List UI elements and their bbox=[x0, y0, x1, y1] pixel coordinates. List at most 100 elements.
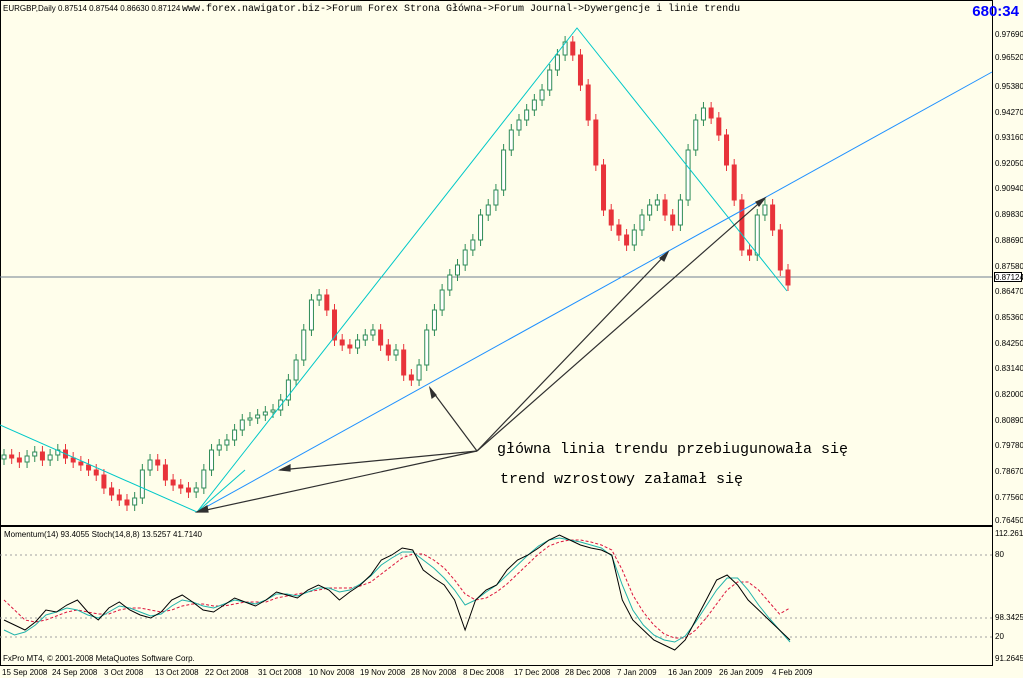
candle-body bbox=[647, 204, 653, 216]
annotation-line1: główna linia trendu przebiugunowała się bbox=[497, 441, 849, 458]
symbol-info: EURGBP,Daily 0.87514 0.87544 0.86630 0.8… bbox=[3, 4, 181, 13]
price-tick: 0.94270 bbox=[995, 108, 1023, 117]
candle-body bbox=[124, 499, 130, 506]
candle-body bbox=[70, 457, 76, 463]
candle-body bbox=[601, 164, 607, 211]
candle-body bbox=[577, 54, 583, 86]
candle-body bbox=[424, 329, 430, 366]
annotation-arrows bbox=[194, 196, 767, 513]
candle-body bbox=[631, 229, 637, 246]
candle-body bbox=[739, 199, 745, 251]
channel-line-left-lower bbox=[196, 469, 246, 513]
candle-body bbox=[285, 379, 291, 401]
candle-body bbox=[378, 329, 384, 346]
candle-body bbox=[316, 294, 322, 301]
candle-body bbox=[32, 451, 38, 457]
candle-body bbox=[24, 455, 30, 463]
candle-body bbox=[493, 189, 499, 206]
candle-body bbox=[170, 479, 176, 486]
date-tick: 8 Dec 2008 bbox=[463, 668, 504, 677]
date-tick: 22 Oct 2008 bbox=[205, 668, 249, 677]
price-tick: 0.78670 bbox=[995, 467, 1023, 476]
candle-body bbox=[86, 464, 92, 471]
date-tick: 13 Oct 2008 bbox=[155, 668, 199, 677]
candle-body bbox=[209, 449, 215, 471]
candle-body bbox=[547, 69, 553, 91]
candle-body bbox=[408, 374, 414, 381]
candle-body bbox=[232, 429, 238, 441]
candle-body bbox=[16, 457, 22, 463]
price-tick: 0.97690 bbox=[995, 30, 1023, 39]
price-tick: 0.82000 bbox=[995, 390, 1023, 399]
candle-body bbox=[708, 107, 714, 119]
candle-body bbox=[147, 459, 153, 471]
candle-body bbox=[616, 224, 622, 236]
candle-body bbox=[347, 344, 353, 349]
price-tick: 0.86470 bbox=[995, 287, 1023, 296]
date-tick: 26 Jan 2009 bbox=[719, 668, 764, 677]
date-tick: 28 Dec 2008 bbox=[565, 668, 611, 677]
price-tick: 0.83140 bbox=[995, 364, 1023, 373]
indicator-tick: 98.3425 bbox=[995, 613, 1023, 622]
candle-body bbox=[462, 249, 468, 266]
candle-body bbox=[731, 164, 737, 201]
candle-body bbox=[201, 469, 207, 489]
candle-body bbox=[1, 454, 7, 460]
candle-body bbox=[770, 204, 776, 231]
candle-body bbox=[362, 334, 368, 341]
candle-body bbox=[308, 299, 314, 331]
candle-body bbox=[193, 487, 199, 493]
candle-body bbox=[9, 454, 15, 459]
candle-body bbox=[639, 214, 645, 231]
candle-body bbox=[685, 149, 691, 201]
candle-body bbox=[324, 294, 330, 311]
candle-body bbox=[101, 474, 107, 489]
main-trend-line bbox=[196, 71, 993, 513]
candle-body bbox=[670, 214, 676, 226]
candle-body bbox=[508, 129, 514, 151]
price-tick: 0.90940 bbox=[995, 184, 1023, 193]
candle-body bbox=[454, 264, 460, 276]
date-tick: 16 Jan 2009 bbox=[668, 668, 713, 677]
candle-body bbox=[501, 149, 507, 191]
price-tick: 0.76450 bbox=[995, 516, 1023, 525]
candle-body bbox=[662, 199, 668, 216]
annotation-line2: trend wzrostowy załamał się bbox=[500, 471, 744, 488]
candle-body bbox=[78, 461, 84, 466]
candle-body bbox=[185, 487, 191, 493]
date-tick: 3 Oct 2008 bbox=[104, 668, 144, 677]
candle-body bbox=[393, 349, 399, 356]
stoch-signal-line bbox=[3, 539, 791, 639]
current-price-tag: 0.87124 bbox=[994, 272, 1023, 282]
candle-body bbox=[470, 239, 476, 251]
price-tick: 0.85360 bbox=[995, 313, 1023, 322]
candle-body bbox=[139, 469, 145, 499]
indicator-info: Momentum(14) 93.4055 Stoch(14,8,8) 13.52… bbox=[4, 530, 202, 539]
candle-body bbox=[385, 344, 391, 356]
candle-body bbox=[762, 204, 768, 216]
candle-body bbox=[785, 269, 791, 286]
candle-body bbox=[270, 409, 276, 413]
candle-body bbox=[224, 439, 230, 446]
candle-body bbox=[654, 199, 660, 206]
candle-body bbox=[570, 41, 576, 56]
candle-body bbox=[777, 229, 783, 271]
candle-body bbox=[516, 119, 522, 131]
candle-body bbox=[178, 484, 184, 489]
candlestick-series bbox=[1, 36, 791, 511]
date-tick: 31 Oct 2008 bbox=[258, 668, 302, 677]
candle-body bbox=[39, 451, 45, 461]
date-tick: 28 Nov 2008 bbox=[411, 668, 457, 677]
candle-body bbox=[216, 444, 222, 451]
candle-body bbox=[478, 214, 484, 241]
candle-body bbox=[524, 109, 530, 121]
date-tick: 7 Jan 2009 bbox=[617, 668, 657, 677]
candle-body bbox=[593, 119, 599, 166]
price-tick: 0.87580 bbox=[995, 262, 1023, 271]
candle-body bbox=[355, 339, 361, 349]
candle-body bbox=[416, 364, 422, 381]
indicator-tick: 80 bbox=[995, 550, 1004, 559]
candle-body bbox=[724, 134, 730, 166]
